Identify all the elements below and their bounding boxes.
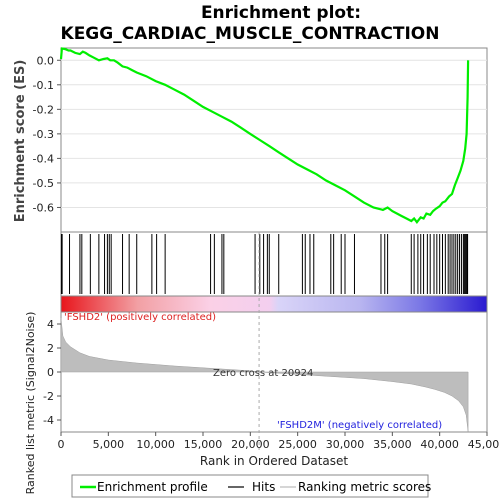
es-tick-label: -0.4 <box>33 152 54 165</box>
es-tick-label: -0.3 <box>33 128 54 141</box>
metric-tick-label: -4 <box>43 414 54 427</box>
es-axis-label: Enrichment score (ES) <box>13 60 28 223</box>
hits-panel-frame <box>60 231 488 297</box>
zero-cross-label: Zero cross at 20924 <box>213 368 313 379</box>
metric-axis-label: Ranked list metric (Signal2Noise) <box>24 312 37 495</box>
hits-lines <box>60 234 469 294</box>
ranking-color-bar <box>60 295 488 313</box>
x-tick-label: 45,000 <box>468 438 500 451</box>
negative-correlation-label: 'FSHD2M' (negatively correlated) <box>277 420 442 431</box>
ranking-metric-area <box>60 317 469 433</box>
metric-tick-label: 4 <box>47 318 54 331</box>
legend-metric-label: Ranking metric scores <box>298 480 431 494</box>
x-tick-label: 25,000 <box>278 438 317 451</box>
es-panel-frame <box>60 47 488 233</box>
x-axis-label: Rank in Ordered Dataset <box>200 454 348 468</box>
x-tick-label: 10,000 <box>136 438 175 451</box>
legend-enrichment-label: Enrichment profile <box>97 480 208 494</box>
metric-tick-label: 0 <box>47 366 54 379</box>
es-tick-label: -0.6 <box>33 201 54 214</box>
metric-tick-label: 2 <box>47 342 54 355</box>
positive-correlation-label: 'FSHD2' (positively correlated) <box>64 312 216 323</box>
es-tick-label: 0.0 <box>37 54 55 67</box>
es-tick-label: -0.1 <box>33 79 54 92</box>
chart-title-line2: KEGG_CARDIAC_MUSCLE_CONTRACTION <box>61 24 440 44</box>
x-tick-label: 35,000 <box>373 438 412 451</box>
enrichment-profile-line <box>59 47 470 225</box>
metric-tick-label: -2 <box>43 390 54 403</box>
es-tick-label: -0.2 <box>33 103 54 116</box>
chart-title-line1: Enrichment plot: <box>201 3 361 23</box>
x-tick-label: 0 <box>58 438 65 451</box>
es-tick-label: -0.5 <box>33 177 54 190</box>
x-tick-label: 5,000 <box>93 438 125 451</box>
x-tick-label: 30,000 <box>326 438 365 451</box>
x-tick-label: 15,000 <box>184 438 223 451</box>
legend-hits-label: Hits <box>252 480 275 494</box>
legend-box <box>71 474 429 498</box>
x-tick-label: 40,000 <box>420 438 459 451</box>
x-tick-label: 20,000 <box>231 438 270 451</box>
